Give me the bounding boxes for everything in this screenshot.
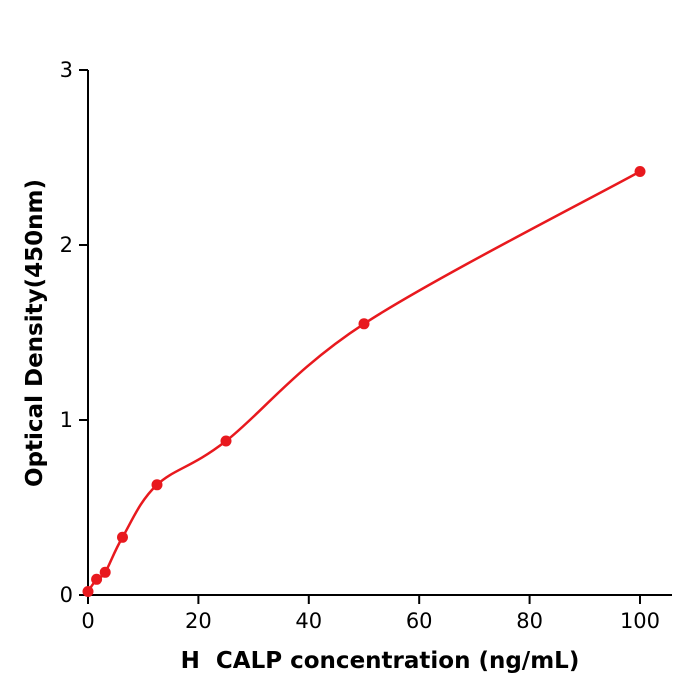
x-tick-label: 60 [406, 609, 433, 633]
x-tick-label: 100 [620, 609, 660, 633]
x-tick-label: 80 [516, 609, 543, 633]
x-tick-label: 20 [185, 609, 212, 633]
data-point [82, 586, 94, 597]
x-tick-label: 0 [81, 609, 94, 633]
y-tick-label: 1 [60, 408, 73, 432]
y-tick-label: 0 [60, 583, 73, 607]
y-tick-label: 3 [60, 58, 73, 82]
y-axis-title: Optical Density(450nm) [22, 179, 48, 487]
data-point [220, 435, 232, 447]
x-axis-title: H CALP concentration (ng/mL) [181, 648, 580, 674]
data-point [91, 573, 103, 585]
data-point [151, 479, 163, 491]
data-point [358, 318, 370, 330]
x-tick-label: 40 [295, 609, 322, 633]
fit-curve [86, 170, 642, 593]
data-point [117, 531, 128, 543]
data-point [634, 166, 646, 177]
data-point [99, 566, 111, 578]
y-tick-label: 2 [60, 233, 73, 257]
plot-area: 0 20 40 60 80 100 0 1 2 3 [60, 58, 672, 633]
